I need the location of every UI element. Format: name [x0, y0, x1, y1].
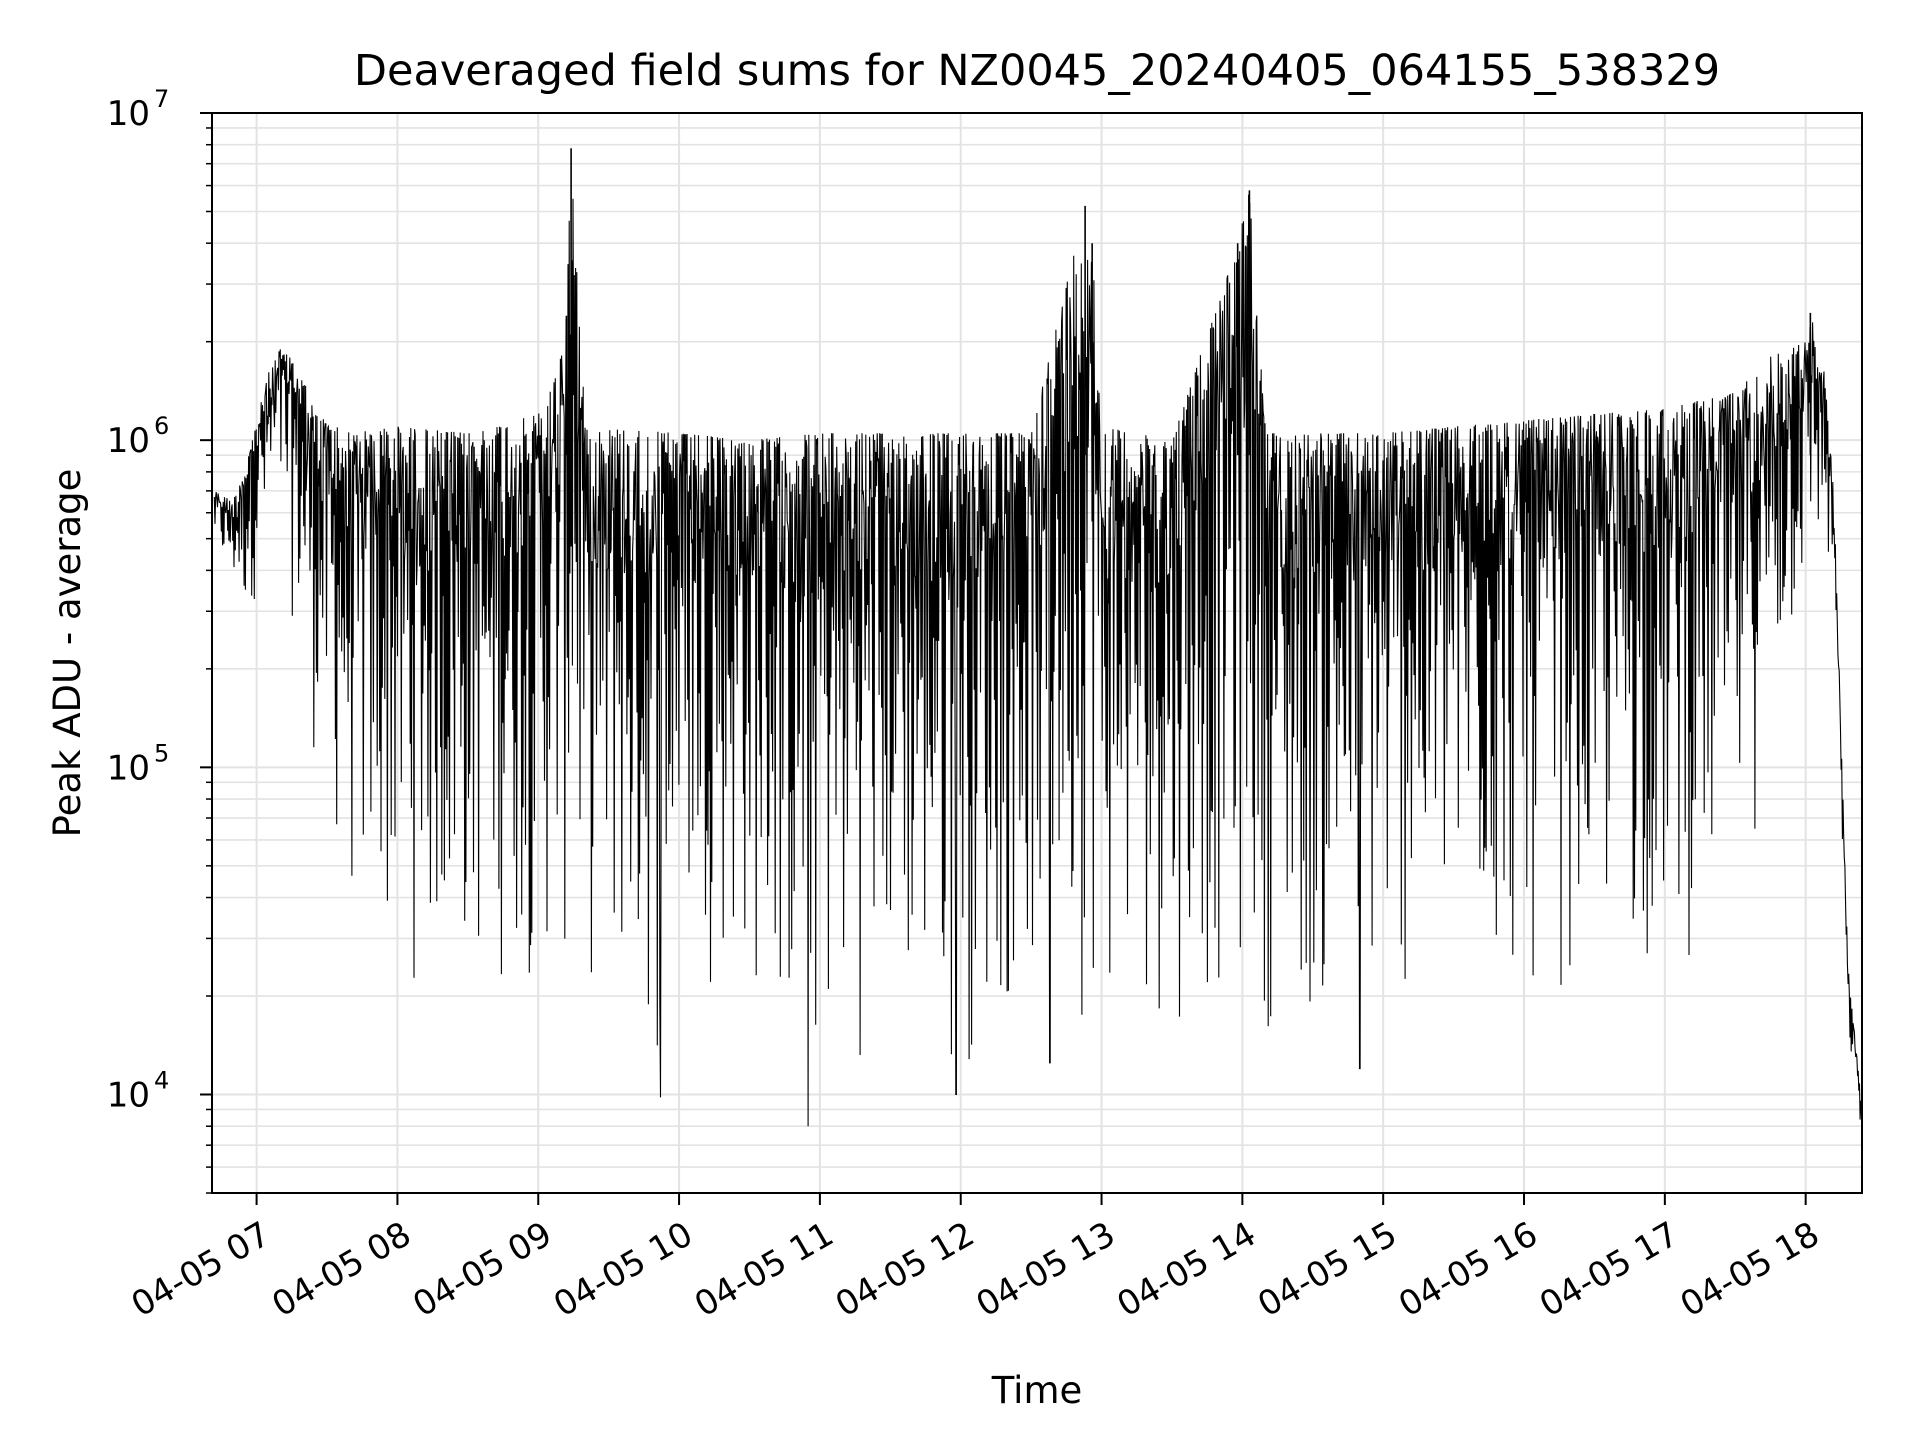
- x-tick-label: 04-05 09: [406, 1214, 558, 1325]
- x-axis-label: Time: [991, 1369, 1083, 1412]
- x-tick-label: 04-05 17: [1533, 1214, 1685, 1325]
- y-tick-label: 10: [107, 1076, 150, 1116]
- x-tick-label: 04-05 10: [547, 1214, 699, 1325]
- y-tick-exponent: 4: [154, 1067, 169, 1095]
- series-layer: [213, 148, 1863, 1146]
- x-tick-label: 04-05 18: [1674, 1214, 1826, 1325]
- series-line: [213, 194, 1863, 1146]
- x-tick-label: 04-05 15: [1251, 1214, 1403, 1325]
- y-tick-label: 10: [107, 94, 150, 134]
- plot-frame: [211, 112, 1863, 1194]
- x-tick-label: 04-05 08: [266, 1214, 418, 1325]
- y-tick-exponent: 5: [154, 739, 169, 767]
- x-tick-label: 04-05 11: [688, 1214, 840, 1325]
- x-tick-label: 04-05 16: [1392, 1214, 1544, 1325]
- x-tick-label: 04-05 14: [1110, 1214, 1262, 1325]
- y-tick-exponent: 7: [154, 85, 169, 113]
- x-tick-label: 04-05 07: [125, 1214, 277, 1325]
- y-tick-label: 10: [107, 421, 150, 461]
- chart-title: Deaveraged field sums for NZ0045_2024040…: [354, 46, 1720, 96]
- y-axis-label: Peak ADU - average: [46, 469, 89, 838]
- y-tick-exponent: 6: [154, 412, 169, 440]
- x-tick-label: 04-05 12: [829, 1214, 981, 1325]
- y-tick-label: 10: [107, 748, 150, 788]
- x-tick-label: 04-05 13: [970, 1214, 1122, 1325]
